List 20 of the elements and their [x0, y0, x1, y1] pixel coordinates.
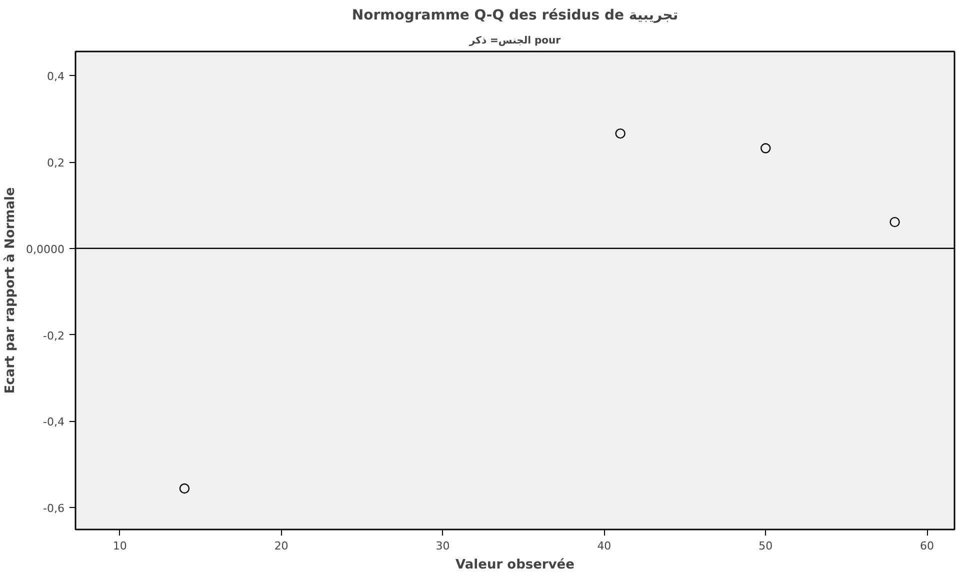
x-tick-label: 50: [758, 540, 773, 552]
y-tick-label: -0,6: [43, 502, 65, 515]
x-tick-label: 30: [436, 540, 450, 552]
y-tick-label: -0,2: [43, 329, 65, 342]
point: [760, 143, 771, 154]
y-tick-label: 0,2: [47, 156, 65, 170]
x-tick-label: 20: [274, 540, 288, 552]
x-tick-label: 10: [112, 540, 127, 552]
chart-title: Normogramme Q-Q des résidus de تجريبية: [352, 8, 678, 24]
y-tick-label: 0,0000: [26, 242, 65, 256]
point: [615, 128, 626, 139]
x-tick-label: 60: [920, 540, 934, 552]
point: [179, 483, 190, 494]
y-tick-label: 0,4: [47, 70, 65, 84]
y-tick-label: -0,4: [43, 416, 65, 429]
chart-subtitle: الجنس= ذكر pour: [468, 36, 561, 46]
x-tick-label: 40: [597, 540, 612, 552]
point: [890, 216, 900, 228]
x-axis-title: Valeur observée: [456, 558, 575, 572]
y-axis-title: Ecart par rapport à Normale: [3, 187, 18, 394]
